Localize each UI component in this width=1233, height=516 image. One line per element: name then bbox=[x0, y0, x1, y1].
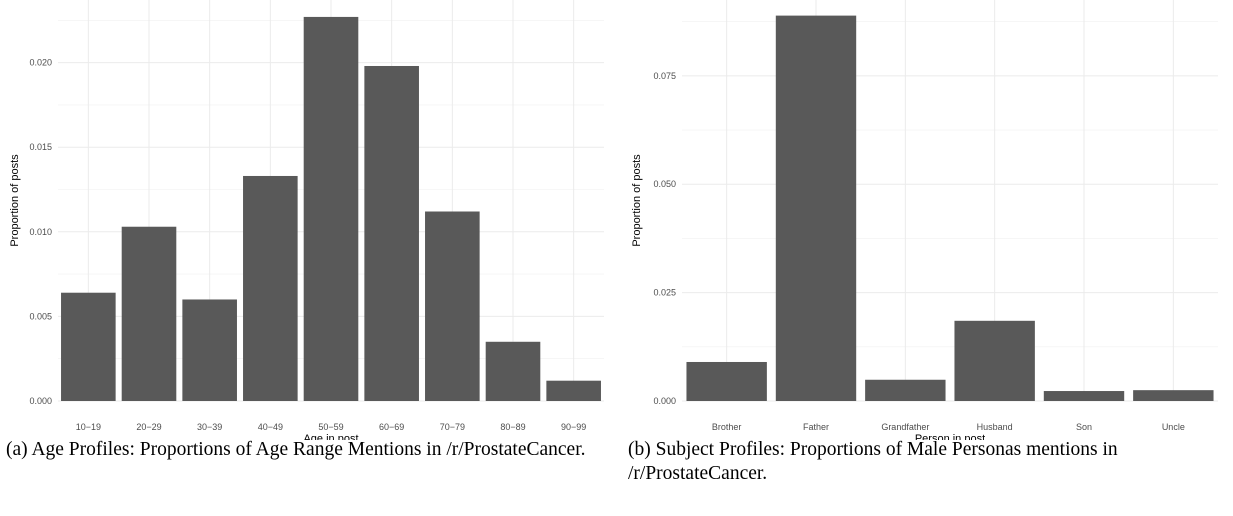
y-tick-label: 0.015 bbox=[29, 142, 52, 152]
bar bbox=[775, 15, 857, 402]
y-tick-label: 0.075 bbox=[653, 71, 676, 81]
y-tick-label: 0.005 bbox=[29, 311, 52, 321]
x-tick-label: 90−99 bbox=[561, 422, 586, 432]
y-tick-label: 0.010 bbox=[29, 227, 52, 237]
y-tick-label: 0.000 bbox=[653, 396, 676, 406]
bar bbox=[364, 65, 419, 402]
bar bbox=[121, 226, 177, 401]
y-tick-label: 0.000 bbox=[29, 396, 52, 406]
x-tick-label: Son bbox=[1076, 422, 1092, 432]
y-tick-label: 0.020 bbox=[29, 58, 52, 68]
bar bbox=[686, 361, 767, 401]
age-profile-chart: 0.000 0.005 0.010 0.015 0.020 10−19 20−29 30−39… bbox=[0, 0, 616, 445]
bar bbox=[954, 320, 1035, 401]
y-axis-title: Proportion of posts bbox=[631, 154, 643, 247]
x-tick-label: 80−89 bbox=[500, 422, 525, 432]
bar bbox=[243, 175, 298, 401]
x-tick-label: 50−59 bbox=[318, 422, 343, 432]
age-chart-caption: (a) Age Profiles: Proportions of Age Ran… bbox=[6, 439, 586, 460]
x-tick-label: Husband bbox=[977, 422, 1013, 432]
bar bbox=[303, 16, 359, 401]
x-tick-label: 40−49 bbox=[258, 422, 283, 432]
subject-chart-svg: 0.000 0.025 0.050 0.075 Brother Father Grandfa… bbox=[631, 0, 1218, 445]
x-tick-label: Brother bbox=[712, 422, 742, 432]
bar bbox=[182, 299, 237, 401]
x-tick-label: Grandfather bbox=[881, 422, 929, 432]
x-tick-label: 30−39 bbox=[197, 422, 222, 432]
y-tick-label: 0.050 bbox=[653, 179, 676, 189]
x-tick-label: Uncle bbox=[1162, 422, 1185, 432]
bar bbox=[546, 380, 601, 401]
y-tick-label: 0.025 bbox=[653, 288, 676, 298]
x-tick-label: 10−19 bbox=[76, 422, 101, 432]
x-tick-label: Father bbox=[803, 422, 829, 432]
bar bbox=[485, 341, 541, 401]
bar bbox=[1043, 391, 1125, 401]
subject-profile-chart: 0.000 0.025 0.050 0.075 Brother Father Grandfa… bbox=[616, 0, 1233, 445]
bar bbox=[865, 379, 946, 401]
bar bbox=[1133, 390, 1214, 401]
bar bbox=[61, 292, 116, 401]
y-axis-title: Proportion of posts bbox=[9, 154, 21, 247]
x-tick-label: 20−29 bbox=[136, 422, 161, 432]
subject-chart-caption: (b) Subject Profiles: Proportions of Mal… bbox=[628, 439, 1118, 484]
age-chart-svg: 0.000 0.005 0.010 0.015 0.020 10−19 20−29 30−39… bbox=[9, 0, 604, 445]
x-tick-label: 60−69 bbox=[379, 422, 404, 432]
bar bbox=[425, 211, 480, 401]
x-tick-label: 70−79 bbox=[440, 422, 465, 432]
